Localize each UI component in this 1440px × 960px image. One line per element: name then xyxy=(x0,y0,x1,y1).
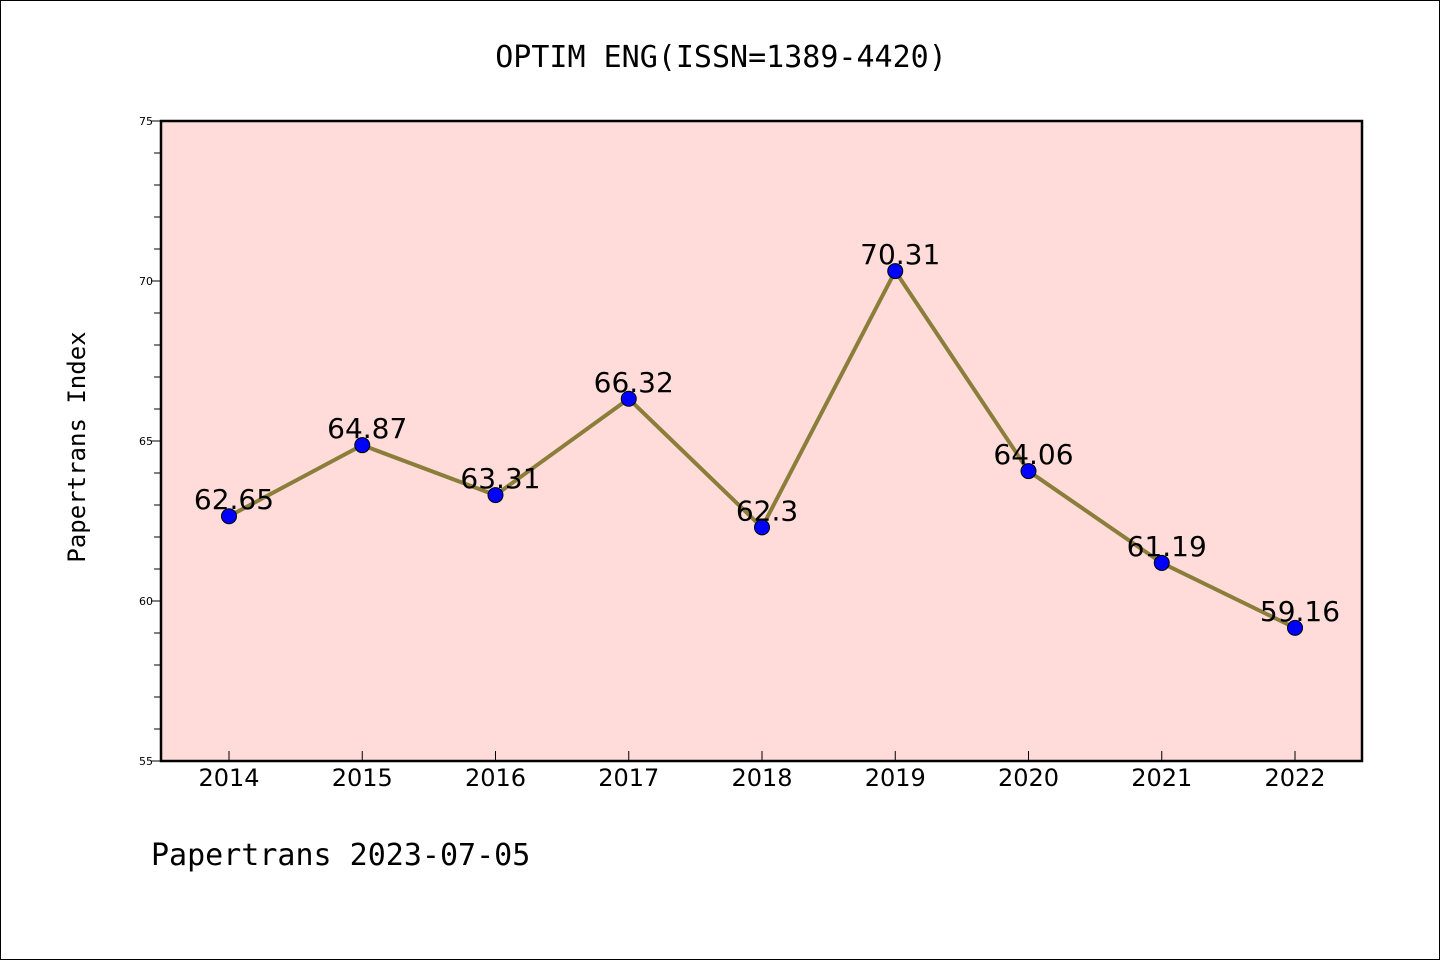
data-label: 66.32 xyxy=(594,366,674,399)
data-point xyxy=(754,519,770,536)
data-label: 70.31 xyxy=(860,238,940,271)
data-point xyxy=(1020,463,1037,480)
data-label-group: 62.65 64.87 63.31 66.32 62.3 70.31 64.06 61.19 5… xyxy=(194,238,1340,628)
data-label: 62.65 xyxy=(194,483,274,516)
data-label: 64.06 xyxy=(993,438,1073,471)
y-tick-label: 55 xyxy=(139,755,153,768)
x-tick-label: 2016 xyxy=(465,764,526,792)
x-tick-label: 2014 xyxy=(198,764,259,792)
data-point xyxy=(354,437,371,454)
x-tick-label: 2018 xyxy=(731,764,792,792)
y-tick-label: 70 xyxy=(139,275,153,288)
x-tick-label: 2017 xyxy=(598,764,659,792)
data-label: 64.87 xyxy=(327,412,407,445)
data-label: 62.3 xyxy=(736,494,798,527)
footer-credit: Papertrans 2023-07-05 xyxy=(151,838,530,873)
chart-title: OPTIM ENG(ISSN=1389-4420) xyxy=(495,40,947,75)
data-label: 61.19 xyxy=(1127,530,1207,563)
data-point xyxy=(620,390,637,407)
data-point xyxy=(221,508,237,525)
data-label: 63.31 xyxy=(460,462,540,495)
x-tick-label: 2021 xyxy=(1131,764,1192,792)
data-point xyxy=(1287,619,1303,636)
x-tick-label: 2022 xyxy=(1264,764,1325,792)
y-tick-label: 75 xyxy=(139,115,153,128)
y-axis-label: Papertrans Index xyxy=(63,331,91,562)
x-tick-label: 2020 xyxy=(998,764,1059,792)
x-axis: 2014 2015 2016 2017 2018 2019 2020 2021 2022 xyxy=(198,751,1326,792)
x-tick-label: 2019 xyxy=(865,764,926,792)
data-label: 59.16 xyxy=(1260,595,1340,628)
y-axis: 55 60 65 70 75 xyxy=(139,115,161,768)
data-point xyxy=(887,263,904,280)
y-tick-label: 60 xyxy=(139,595,153,608)
data-point xyxy=(487,487,504,504)
x-tick-label: 2015 xyxy=(332,764,393,792)
y-tick-label: 65 xyxy=(139,435,153,448)
data-point xyxy=(1153,554,1170,571)
marker-group xyxy=(221,263,1303,636)
